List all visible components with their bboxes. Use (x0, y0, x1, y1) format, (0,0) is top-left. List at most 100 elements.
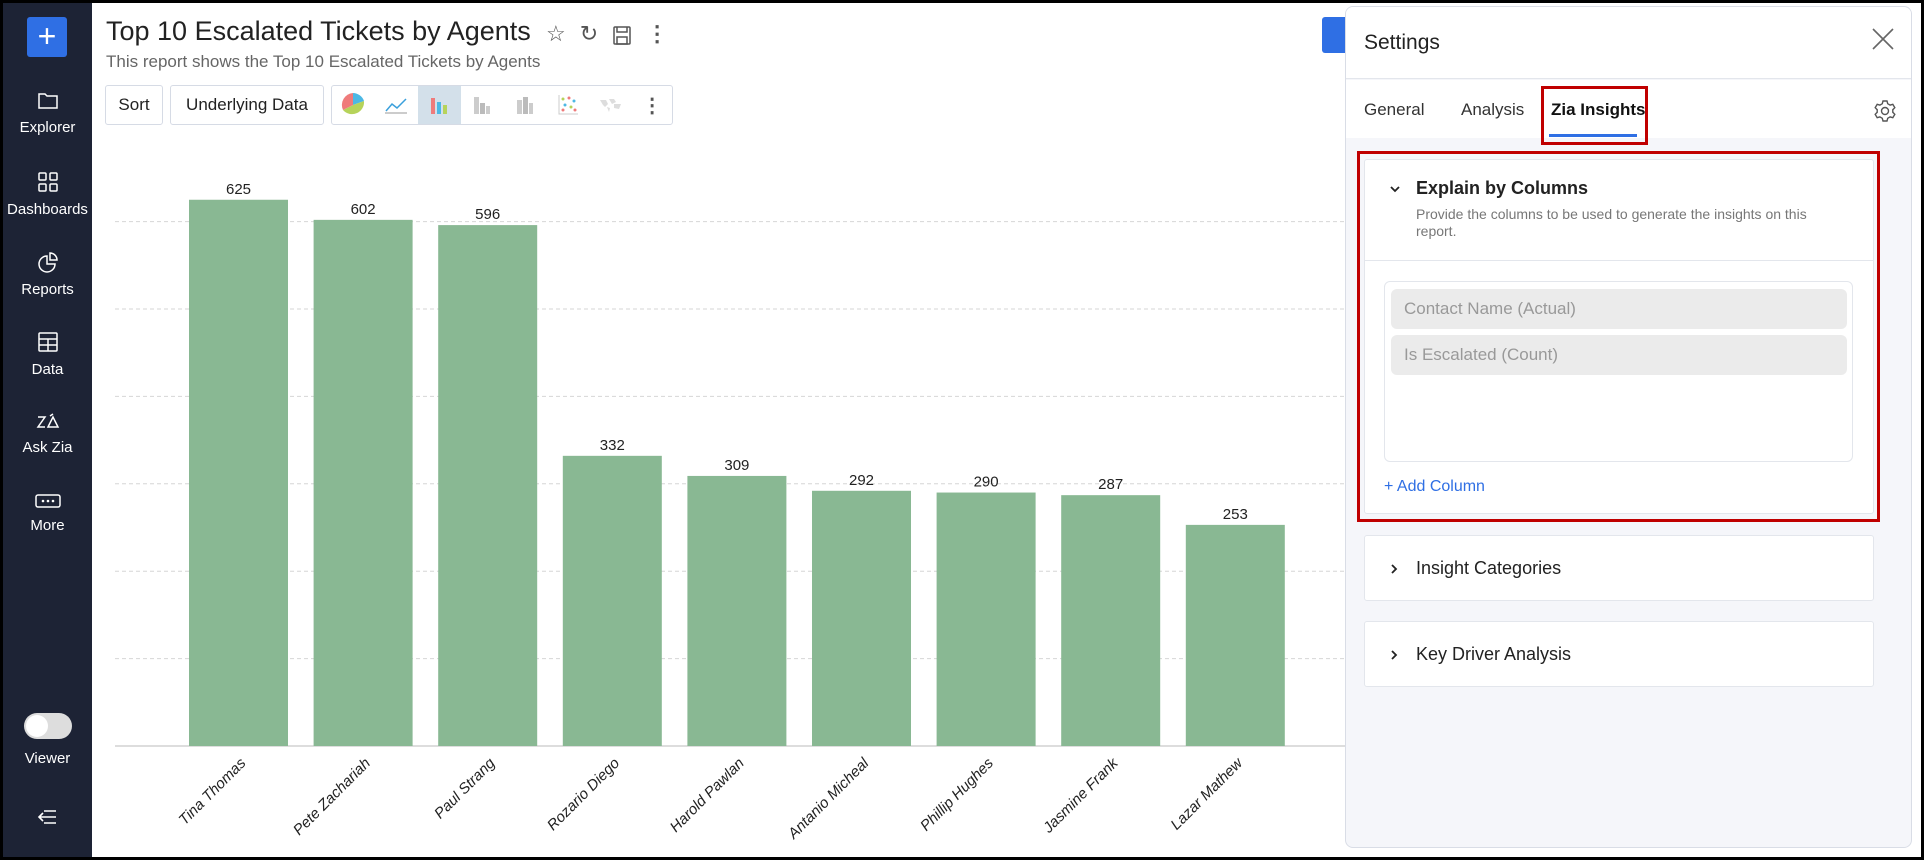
create-button[interactable]: + (27, 17, 67, 57)
bar[interactable] (562, 455, 662, 746)
data-label: 332 (600, 437, 625, 454)
data-label: 625 (226, 181, 251, 198)
column-chip[interactable]: Contact Name (Actual) (1391, 289, 1847, 329)
insight-categories-section[interactable]: Insight Categories (1364, 535, 1874, 601)
pie-chart-icon (342, 93, 365, 115)
table-icon (37, 332, 58, 352)
more-chart-types-button[interactable]: ⋮ (632, 86, 672, 124)
sidebar-item-label: Reports (21, 281, 74, 298)
x-tick-label: Rozario Diego (544, 755, 623, 834)
x-tick-label: Pete Zachariah (290, 755, 374, 839)
active-tab-indicator (1549, 134, 1637, 137)
x-tick-label: Harold Pawlan (667, 755, 748, 836)
bar[interactable] (189, 199, 288, 746)
columns-drop-area[interactable]: Contact Name (Actual) Is Escalated (Coun… (1384, 281, 1853, 462)
x-tick-label: Phillip Hughes (917, 754, 997, 834)
bar[interactable] (812, 490, 911, 746)
stacked-bar-button[interactable] (461, 86, 504, 124)
sidebar-item-label: Dashboards (7, 201, 88, 218)
bar[interactable] (438, 225, 538, 746)
section-description: Provide the columns to be used to genera… (1416, 206, 1807, 239)
data-label: 290 (974, 474, 999, 491)
add-column-link[interactable]: + Add Column (1384, 478, 1485, 495)
bar[interactable] (1061, 495, 1161, 746)
settings-title: Settings (1364, 31, 1440, 54)
explain-by-columns-section: Explain by Columns Provide the columns t… (1364, 159, 1874, 514)
sidebar-item-explorer[interactable]: Explorer (3, 91, 92, 136)
sidebar-item-label: Ask Zia (22, 439, 73, 456)
key-driver-analysis-section[interactable]: Key Driver Analysis (1364, 621, 1874, 687)
sort-button[interactable]: Sort (105, 85, 163, 125)
save-icon[interactable] (612, 25, 632, 47)
more-options-icon: ⋮ (642, 94, 663, 117)
settings-panel: Settings General Analysis Zia Insights E… (1345, 6, 1912, 848)
viewer-label: Viewer (24, 750, 71, 767)
map-chart-button[interactable] (589, 86, 632, 124)
sidebar-item-label: Explorer (19, 119, 76, 136)
more-icon (34, 494, 61, 508)
report-subtitle: This report shows the Top 10 Escalated T… (106, 52, 541, 71)
star-icon[interactable]: ☆ (546, 21, 566, 46)
data-label: 287 (1098, 476, 1123, 493)
section-title: Key Driver Analysis (1416, 644, 1572, 664)
close-icon[interactable] (1871, 27, 1895, 51)
x-tick-label: Jasmine Frank (1039, 754, 1122, 837)
waterfall-chart-button[interactable] (504, 86, 547, 124)
tab-zia-insights[interactable]: Zia Insights (1551, 100, 1646, 119)
bar[interactable] (687, 475, 787, 746)
data-label: 292 (849, 472, 874, 489)
pie-chart-button[interactable] (332, 86, 375, 124)
bar-chart: 625 Tina Thomas 602 Pete Zachariah 596 Paul S… (115, 181, 1345, 843)
data-label: 309 (724, 457, 749, 474)
column-chip[interactable]: Is Escalated (Count) (1391, 335, 1847, 375)
highlight-box (1541, 86, 1648, 145)
bar[interactable] (313, 219, 413, 747)
divider (1365, 260, 1873, 261)
line-chart-icon (385, 98, 408, 114)
underlying-data-button[interactable]: Underlying Data (170, 85, 324, 125)
sidebar: + Explorer Dashboards Reports Data Ask Z… (3, 3, 92, 857)
bar-chart-icon (431, 98, 448, 114)
map-chart-icon (599, 99, 621, 112)
chart-type-selector: ⋮ (331, 85, 673, 125)
scatter-chart-button[interactable] (546, 86, 589, 124)
viewer-toggle[interactable] (24, 713, 72, 739)
sidebar-item-label: More (30, 517, 65, 534)
sidebar-item-data[interactable]: Data (3, 331, 92, 378)
chevron-right-icon (1391, 650, 1398, 660)
chevron-right-icon (1391, 564, 1398, 574)
x-tick-label: Lazar Mathew (1167, 754, 1246, 833)
report-title: Top 10 Escalated Tickets by Agents (106, 16, 531, 46)
highlight-box (1357, 151, 1880, 522)
tab-general[interactable]: General (1364, 100, 1425, 119)
waterfall-chart-icon (516, 97, 533, 114)
pie-icon (37, 252, 58, 273)
sidebar-item-reports[interactable]: Reports (3, 251, 92, 298)
section-title[interactable]: Explain by Columns (1416, 178, 1589, 198)
bar[interactable] (936, 492, 1036, 746)
sidebar-item-more[interactable]: More (3, 493, 92, 534)
line-chart-button[interactable] (375, 86, 418, 124)
sidebar-item-ask-zia[interactable]: Ask Zia (3, 413, 92, 456)
refresh-icon[interactable]: ↻ (579, 21, 599, 46)
x-tick-label: Tina Thomas (176, 754, 250, 828)
sidebar-item-dashboards[interactable]: Dashboards (3, 171, 92, 218)
chevron-down-icon[interactable] (1389, 184, 1401, 194)
data-label: 602 (351, 201, 376, 218)
zia-icon (36, 413, 59, 428)
scatter-chart-icon (558, 95, 578, 115)
bar[interactable] (1185, 524, 1285, 746)
bar-chart-button[interactable] (417, 86, 461, 124)
grid-icon (37, 172, 58, 192)
folder-icon (37, 93, 58, 109)
data-label: 253 (1223, 506, 1248, 523)
stacked-bar-icon (474, 97, 491, 114)
section-title: Insight Categories (1416, 558, 1562, 578)
x-tick-label: Antanio Micheal (784, 754, 873, 843)
gear-icon[interactable] (1873, 99, 1897, 123)
sidebar-item-label: Data (31, 361, 64, 378)
x-tick-label: Paul Strang (431, 754, 499, 822)
collapse-sidebar-icon[interactable] (36, 807, 58, 827)
more-options-icon[interactable]: ⋮ (646, 21, 669, 46)
tab-analysis[interactable]: Analysis (1461, 100, 1525, 119)
